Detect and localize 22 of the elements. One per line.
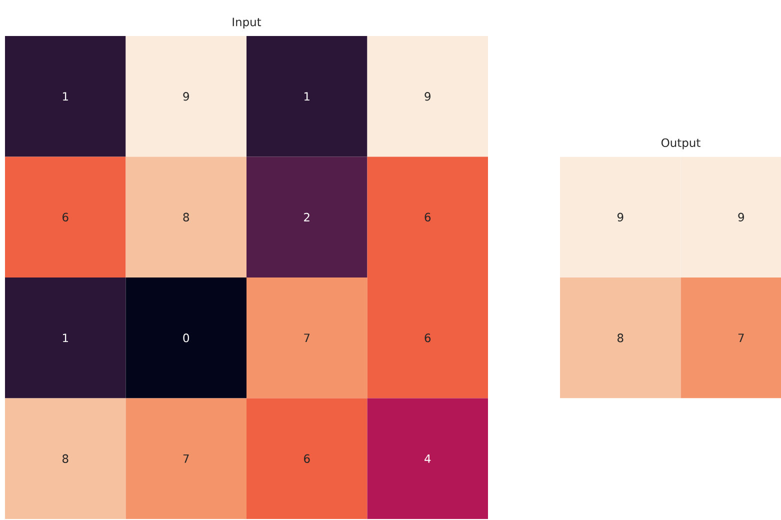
data-label: 7: [304, 334, 310, 342]
chart-title: Output: [662, 138, 700, 150]
data-label: 8: [62, 454, 68, 463]
data-label: 0: [183, 334, 190, 342]
data-label: 6: [424, 334, 431, 342]
data-label: 9: [617, 212, 624, 222]
data-label: 1: [304, 92, 310, 101]
data-label: 1: [62, 92, 68, 101]
chart-title: Input: [232, 18, 262, 28]
data-label: 6: [62, 212, 68, 222]
data-label: 6: [424, 212, 431, 222]
data-label: 9: [738, 212, 744, 222]
data-label: 8: [618, 334, 624, 342]
data-label: 1: [62, 334, 68, 342]
data-label: 9: [424, 92, 430, 101]
data-label: 4: [424, 454, 431, 463]
data-label: 6: [304, 454, 310, 463]
data-label: 8: [183, 212, 189, 222]
data-label: 7: [738, 334, 744, 342]
data-label: 2: [304, 212, 310, 222]
data-label: 7: [183, 454, 189, 463]
data-label: 9: [183, 92, 189, 101]
